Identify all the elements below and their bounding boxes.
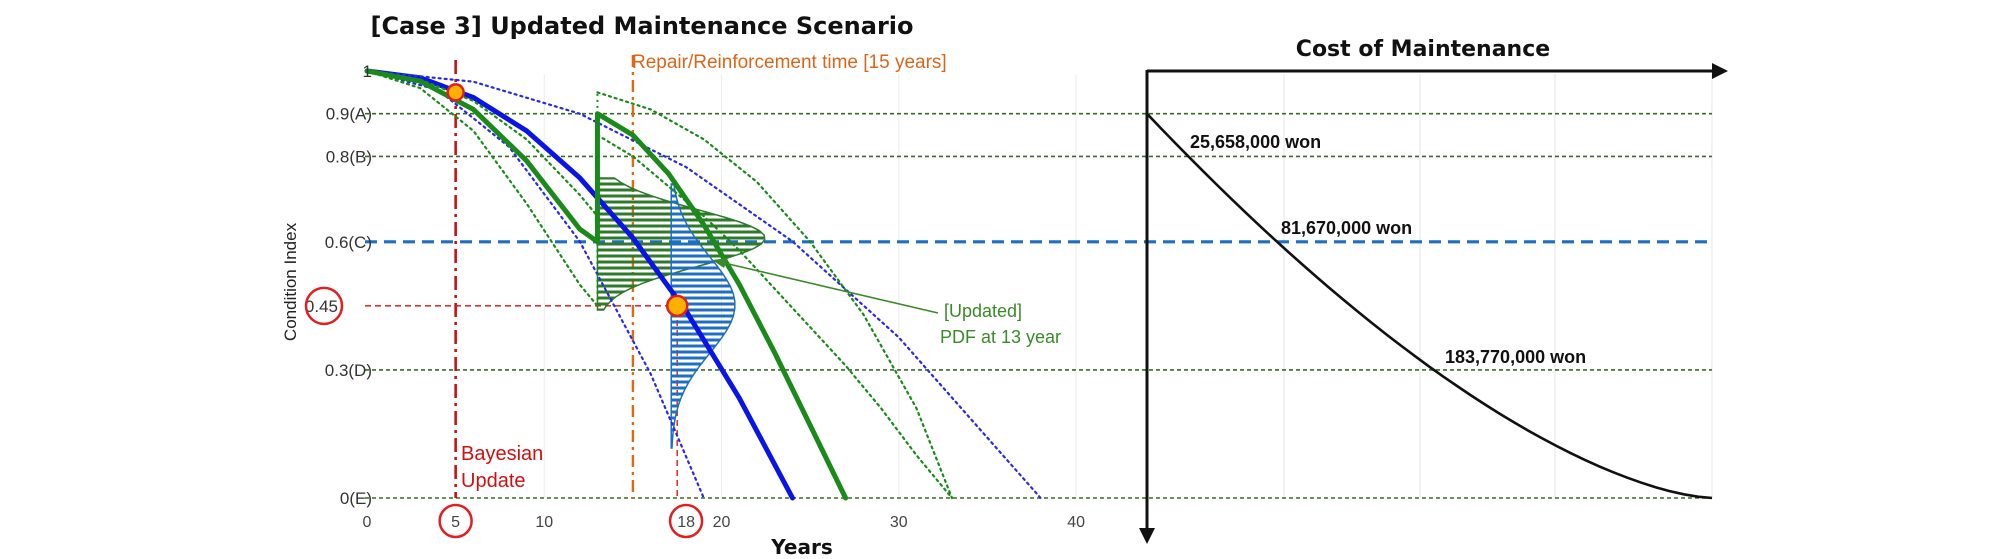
pdf-arrow-head	[712, 258, 728, 268]
repair-annotation: Repair/Reinforcement time [15 years]	[632, 52, 947, 73]
series-line-3	[364, 68, 600, 245]
axes-layer	[1139, 63, 1728, 544]
cost-curve	[1146, 112, 1713, 500]
x-tick-label: 30	[890, 514, 908, 531]
series-line-7	[596, 91, 954, 500]
pdf-arrow-line	[719, 261, 939, 314]
pdf-annotation-line2: PDF at 13 year	[940, 327, 1061, 347]
cost-label-b: 25,658,000 won	[1190, 132, 1321, 152]
y-axis-label: Condition Index	[281, 222, 300, 341]
observation-marker	[446, 83, 465, 102]
observation-marker	[665, 294, 689, 318]
y-tick-label: 0.8(B)	[326, 147, 372, 166]
prior-pdf-outline	[670, 183, 736, 449]
x-tick-highlight-circle	[668, 503, 704, 539]
series-line-0	[364, 68, 795, 501]
series-line-6	[595, 111, 849, 501]
series-line-2	[365, 69, 705, 500]
x-tick-label: 0	[363, 514, 372, 531]
x-tick-label: 5	[451, 514, 460, 531]
bayesian-label-line2: Update	[461, 470, 526, 492]
cost-label-c: 81,670,000 won	[1281, 218, 1412, 238]
series-line-4	[365, 69, 599, 218]
y-tick-highlight-circle	[304, 286, 344, 326]
x-tick-label: 10	[535, 514, 553, 531]
updated-pdf-outline	[596, 177, 766, 311]
series-line-1	[365, 69, 1042, 500]
cost-chart-title: Cost of Maintenance	[1296, 37, 1550, 62]
x-tick-label: 20	[713, 514, 731, 531]
x-tick-label: 40	[1067, 514, 1085, 531]
y-tick-label: 0.45	[305, 297, 338, 316]
grid-layer	[365, 55, 1713, 499]
x-tick-highlight-circle	[438, 503, 473, 539]
y-tick-label: 0.6(C)	[325, 233, 372, 252]
y-tick-label: 0.9(A)	[326, 105, 372, 124]
cost-x-arrowhead	[1712, 63, 1728, 79]
pdf-annotation-line1: [Updated]	[944, 301, 1022, 321]
series-line-5	[365, 69, 599, 307]
bayesian-label-line1: Bayesian	[461, 443, 543, 465]
series-layer	[364, 68, 1713, 501]
text-layer: 0 5 10 18 20 30 40 1 0.9(A) 0.8(B) 0.6(C) 0.45 0.3(D…	[304, 62, 1085, 539]
cost-y-arrowhead	[1139, 528, 1155, 544]
x-tick-label: 18	[677, 514, 695, 531]
y-tick-label: 0(E)	[340, 489, 372, 508]
y-tick-label: 1	[363, 62, 372, 81]
main-chart-title: [Case 3] Updated Maintenance Scenario	[370, 12, 913, 40]
y-tick-label: 0.3(D)	[325, 361, 372, 380]
series-line-8	[596, 134, 954, 500]
x-axis-label: Years	[770, 535, 832, 559]
cost-label-d: 183,770,000 won	[1445, 347, 1586, 367]
